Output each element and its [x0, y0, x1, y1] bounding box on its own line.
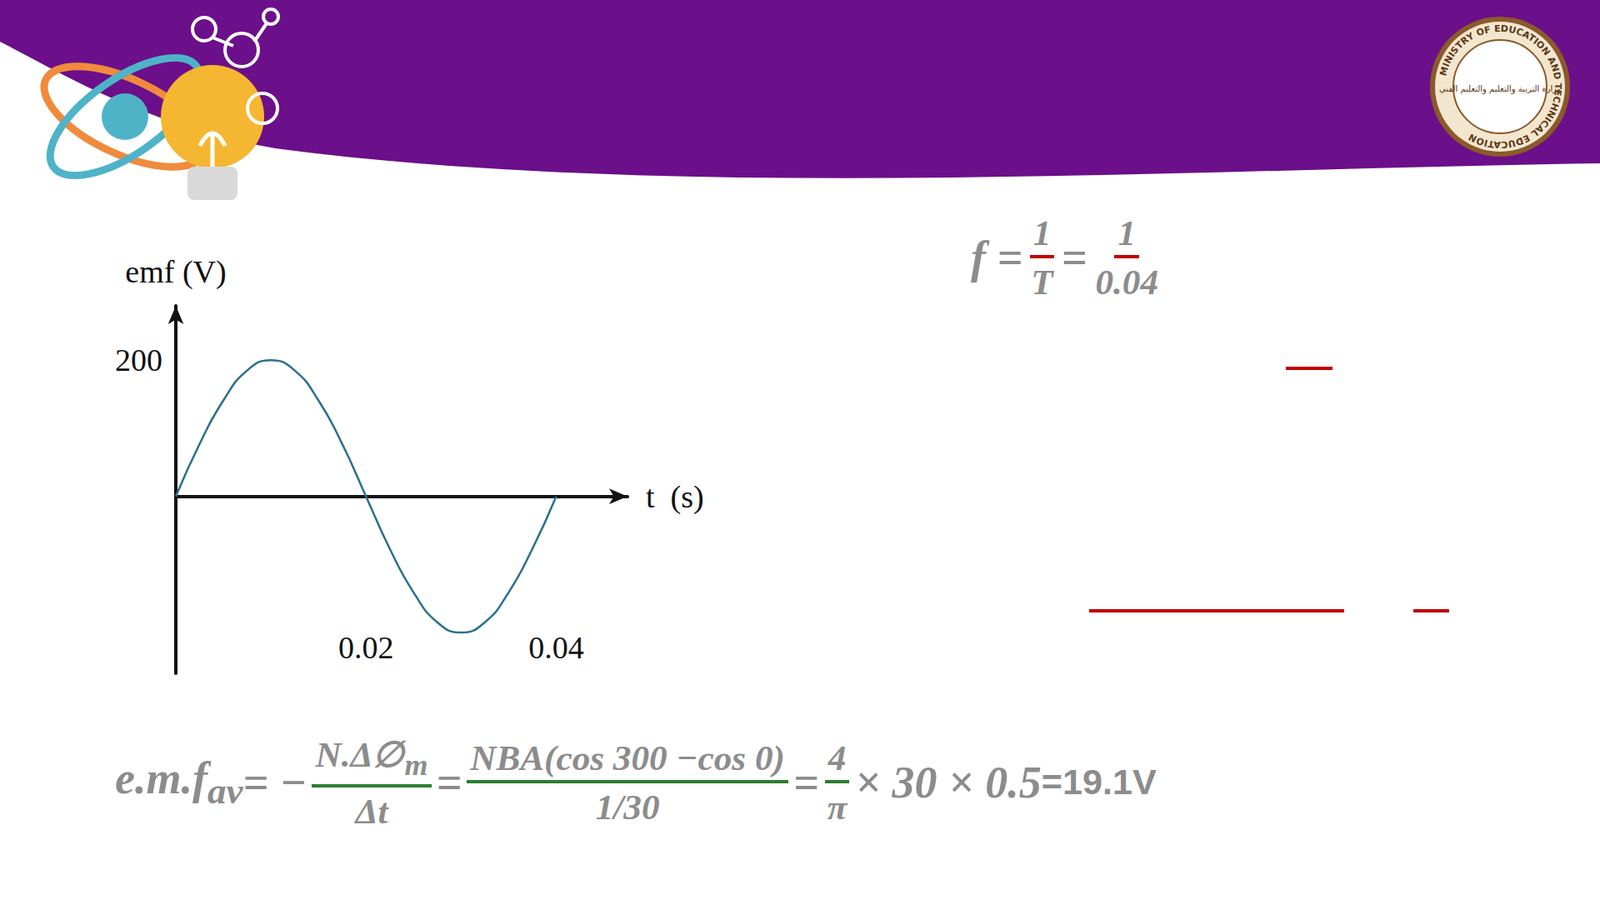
svg-text:0.02: 0.02: [338, 630, 395, 665]
html-text:e.m.fav= −: e.m.fav= −: [115, 753, 307, 812]
html-text:N.Δ∅m: N.Δ∅m: [315, 735, 428, 782]
html-text:= 4: = 4: [793, 738, 847, 808]
html-text:1/30: 1/30: [595, 787, 660, 827]
svg-text:MINISTRY OF EDUCATION AND TECH: MINISTRY OF EDUCATION AND TECHNICAL EDUC…: [1437, 23, 1564, 150]
svg-text:0.04: 0.04: [528, 630, 585, 665]
svg-text:t (s): t (s): [645, 479, 705, 515]
html-text:= NBA(cos 300 −cos 0): = NBA(cos 300 −cos 0): [436, 738, 785, 808]
html-text:Δt: Δt: [355, 791, 388, 831]
svg-text:وزارة التربية والتعليم والتعلي: وزارة التربية والتعليم والتعليم الفني: [1439, 84, 1561, 95]
svg-text:emf (V): emf (V): [125, 254, 226, 290]
html-text:T =: T =: [1031, 232, 1087, 302]
html-text:0.04: 0.04: [1095, 262, 1159, 302]
html-text:1: 1: [1117, 213, 1136, 253]
svg-text:200: 200: [115, 342, 163, 378]
html-text:f = 1: f = 1: [970, 213, 1052, 283]
html-text:π × 30 × 0.5=19.1V: π × 30 × 0.5=19.1V: [827, 757, 1157, 827]
